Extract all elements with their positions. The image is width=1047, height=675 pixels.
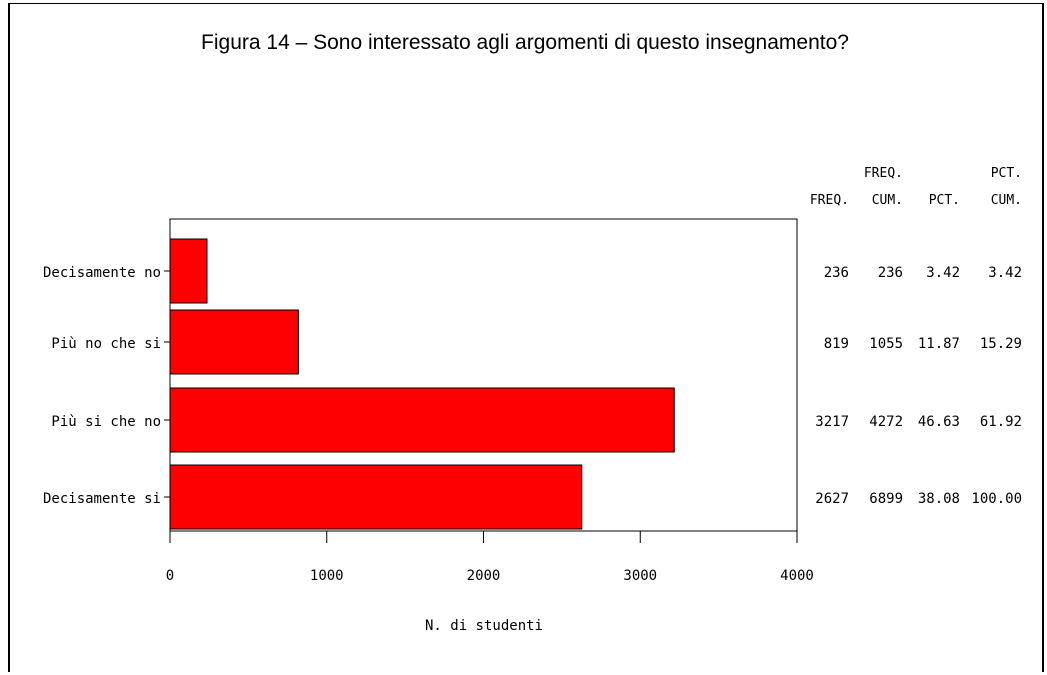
x-tick-label-3: 3000 <box>623 568 657 584</box>
table-cell-2-0: 3217 <box>815 414 849 430</box>
table-cell-0-2: 3.42 <box>926 265 960 281</box>
table-cell-0-0: 236 <box>824 265 849 281</box>
bar-2 <box>169 387 675 453</box>
figure-frame <box>8 3 1044 672</box>
table-cell-1-1: 1055 <box>869 336 903 352</box>
table-header-3-line1: PCT. <box>991 166 1022 181</box>
x-tick-label-1: 1000 <box>310 568 344 584</box>
table-cell-1-3: 15.29 <box>980 336 1022 352</box>
x-tick-label-0: 0 <box>166 568 174 584</box>
x-axis: 0 1000 2000 3000 4000 <box>166 530 814 584</box>
table-cell-1-0: 819 <box>824 336 849 352</box>
bar-1 <box>169 309 299 375</box>
x-axis-label: N. di studenti <box>425 618 543 634</box>
x-tick-label-4: 4000 <box>780 568 814 584</box>
category-labels: Decisamente no Più no che si Più si che no… <box>43 265 170 507</box>
bar-3 <box>169 464 583 530</box>
table-cell-3-0: 2627 <box>815 491 849 507</box>
table-cell-3-3: 100.00 <box>971 491 1022 507</box>
table-header-2-line2: PCT. <box>929 193 960 208</box>
table-header-1-line2: CUM. <box>872 193 903 208</box>
category-label-2: Più si che no <box>51 414 161 430</box>
table-header-0-line2: FREQ. <box>810 193 849 208</box>
table-header-3-line2: CUM. <box>991 193 1022 208</box>
category-label-1: Più no che si <box>51 336 161 352</box>
category-label-3: Decisamente si <box>43 491 161 507</box>
table-cell-2-1: 4272 <box>869 414 903 430</box>
table-header-1-line1: FREQ. <box>864 166 903 181</box>
table-cell-0-1: 236 <box>878 265 903 281</box>
table-cell-2-2: 46.63 <box>918 414 960 430</box>
table-cell-3-2: 38.08 <box>918 491 960 507</box>
table-cell-1-2: 11.87 <box>918 336 960 352</box>
table-cell-0-3: 3.42 <box>988 265 1022 281</box>
bar-0 <box>169 238 208 304</box>
frequency-table: FREQ. FREQ. CUM. PCT. PCT. CUM. 236 236 3.42 3.42… <box>810 166 1022 507</box>
table-cell-2-3: 61.92 <box>980 414 1022 430</box>
x-tick-label-2: 2000 <box>467 568 501 584</box>
category-label-0: Decisamente no <box>43 265 161 281</box>
bars-group <box>169 238 675 530</box>
table-cell-3-1: 6899 <box>869 491 903 507</box>
chart-title: Figura 14 – Sono interessato agli argome… <box>201 31 849 54</box>
